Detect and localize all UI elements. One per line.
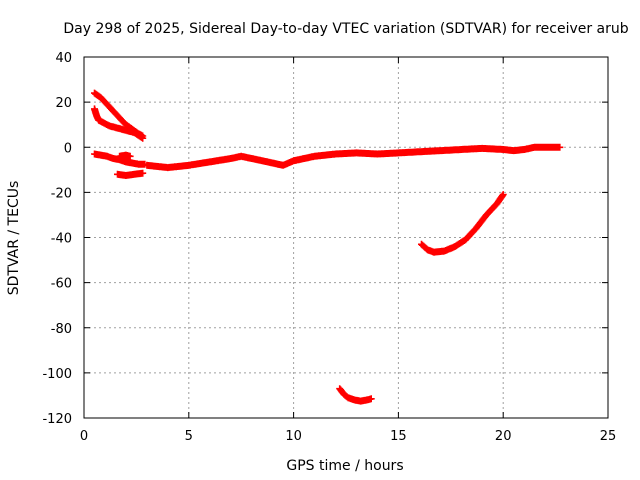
series-arc-7 [418, 191, 507, 256]
series-markers [143, 143, 564, 172]
axis-ticks: 0 5 10 15 20 25 -120 -100 -80 -60 -40 -20 0 20 40 [42, 51, 616, 444]
grid-lines [84, 57, 608, 418]
x-tick-label: 0 [80, 429, 88, 444]
series-markers [114, 169, 147, 179]
series-markers [91, 150, 149, 168]
y-tick-label: 0 [64, 141, 72, 156]
y-tick-label: -40 [51, 232, 72, 247]
x-axis-title: GPS time / hours [286, 458, 403, 474]
y-axis-title: SDTVAR / TECUs [6, 181, 22, 296]
series-arc-2 [91, 105, 147, 142]
y-tick-label: -80 [51, 322, 72, 337]
series-arc-4 [114, 169, 147, 179]
series-markers [336, 385, 375, 405]
series-markers [418, 191, 507, 256]
series-markers [116, 151, 134, 160]
x-tick-label: 15 [390, 429, 407, 444]
x-tick-label: 20 [495, 429, 512, 444]
x-tick-label: 5 [185, 429, 193, 444]
y-tick-label: 40 [55, 51, 72, 66]
data-series [91, 89, 564, 405]
y-tick-label: -120 [42, 412, 72, 427]
series-arc-5 [116, 151, 134, 160]
chart-title: Day 298 of 2025, Sidereal Day-to-day VTE… [63, 21, 628, 37]
series-arc-6 [143, 143, 564, 172]
series-arc-3 [91, 150, 149, 168]
x-tick-label: 25 [600, 429, 617, 444]
series-arc-8 [336, 385, 375, 405]
y-tick-label: -60 [51, 277, 72, 292]
y-tick-label: -100 [42, 367, 72, 382]
y-tick-label: 20 [55, 96, 72, 111]
y-tick-label: -20 [51, 186, 72, 201]
series-markers [91, 105, 147, 142]
x-tick-label: 10 [285, 429, 302, 444]
